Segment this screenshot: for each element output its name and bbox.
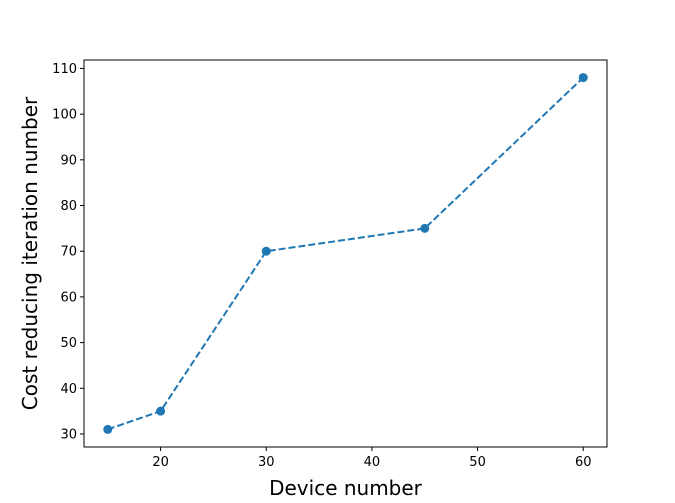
data-point [578,73,588,83]
data-point [261,246,271,256]
data-point [420,223,430,233]
y-tick-label: 90 [60,153,77,168]
y-tick-label: 50 [60,336,77,351]
x-tick-label: 20 [152,455,169,470]
x-tick-label: 50 [469,455,486,470]
x-tick-label: 30 [258,455,275,470]
ticks: 20 30 40 50 60 30 40 50 60 70 80 90 100 110 [52,62,591,470]
x-tick-label: 40 [364,455,381,470]
plot-frame [83,59,608,448]
y-tick-label: 40 [60,382,77,397]
y-axis-label: Cost reducing iteration number [18,96,42,410]
series [103,73,588,434]
x-axis-label: Device number [269,476,423,500]
plot-background [84,60,607,447]
series-line [107,76,584,431]
y-tick-label: 70 [60,245,77,260]
data-point [156,406,166,416]
y-tick-label: 60 [60,290,77,305]
y-tick-label: 30 [60,427,77,442]
y-tick-label: 100 [52,108,77,123]
x-tick-label: 60 [575,455,592,470]
data-point [103,424,113,434]
y-tick-label: 80 [60,199,77,214]
y-tick-label: 110 [52,62,77,77]
